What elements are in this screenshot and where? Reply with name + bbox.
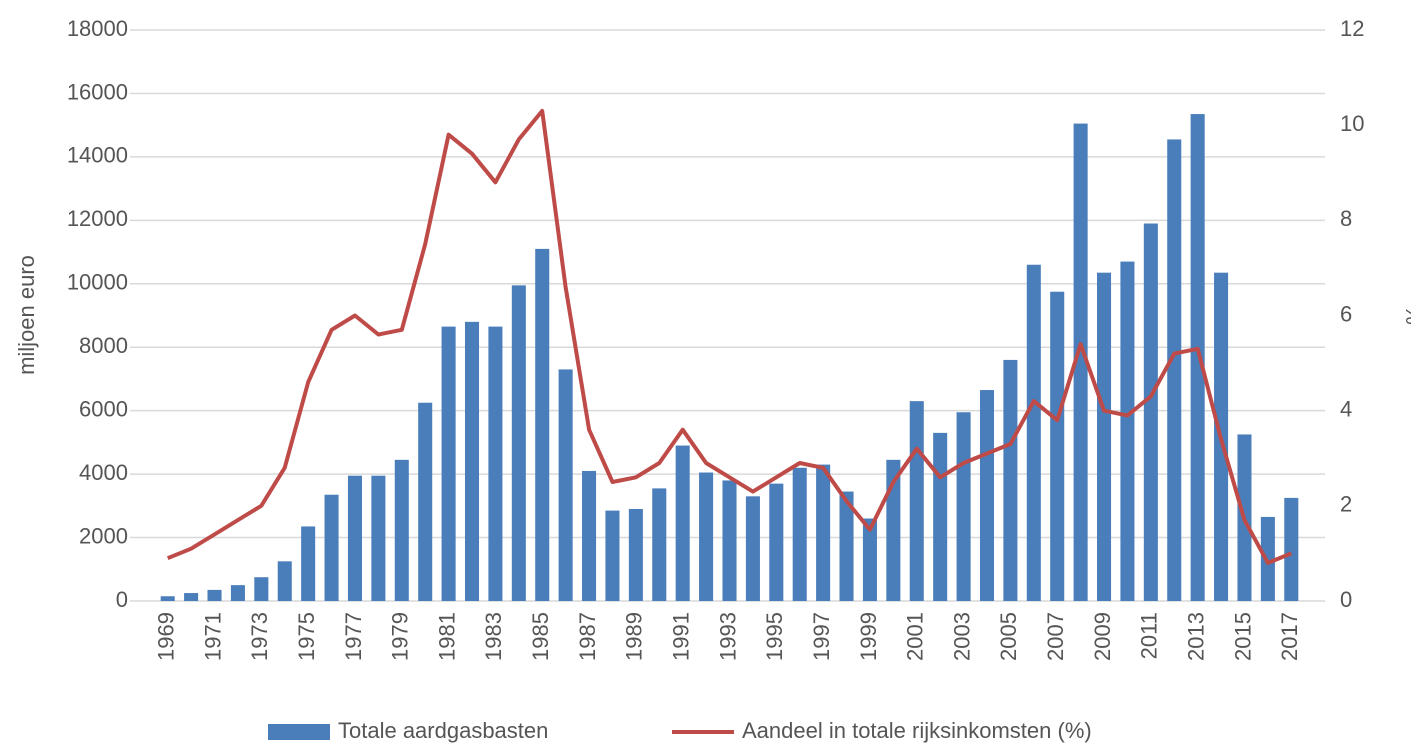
bar (207, 589, 222, 601)
bar (160, 596, 175, 601)
x-tick-label: 2007 (1043, 612, 1068, 661)
bar (769, 483, 784, 601)
bar (816, 464, 831, 601)
bar (301, 526, 316, 601)
bar (394, 459, 409, 601)
bar (862, 518, 877, 601)
y-tick-label: 14000 (67, 143, 128, 168)
bar (488, 326, 503, 601)
x-tick-label: 1975 (294, 612, 319, 661)
y-tick-label: 12000 (67, 206, 128, 231)
x-tick-label: 1993 (715, 612, 740, 661)
bar (582, 470, 597, 601)
x-tick-label: 2005 (996, 612, 1021, 661)
bar (535, 248, 550, 601)
bar (1143, 223, 1158, 601)
y-tick-label: 8000 (79, 333, 128, 358)
bar (1003, 359, 1018, 601)
y-tick-label: 2000 (79, 523, 128, 548)
legend-label: Aandeel in totale rijksinkomsten (%) (742, 718, 1092, 743)
bar (1190, 114, 1205, 601)
bar (839, 491, 854, 601)
bar (184, 593, 199, 601)
x-tick-label: 1979 (388, 612, 413, 661)
x-tick-label: 2011 (1137, 612, 1162, 659)
y-tick-label: 6000 (79, 396, 128, 421)
bar (886, 459, 901, 601)
y-tick-label: 4000 (79, 460, 128, 485)
x-tick-label: 1969 (154, 612, 179, 661)
bar (628, 509, 643, 601)
x-tick-label: 1983 (481, 612, 506, 661)
bar (441, 326, 456, 601)
y2-axis-label: % (1401, 305, 1411, 325)
bar (675, 445, 690, 601)
bar (371, 475, 386, 601)
legend-label: Totale aardgasbasten (338, 718, 548, 743)
x-tick-label: 2001 (903, 612, 928, 661)
bar (1073, 123, 1088, 601)
x-tick-label: 2015 (1230, 612, 1255, 661)
x-tick-label: 1981 (434, 612, 459, 661)
bar (1050, 291, 1065, 601)
bar (277, 561, 292, 601)
x-tick-label: 1985 (528, 612, 553, 661)
bar (1026, 264, 1041, 601)
x-tick-label: 1999 (856, 612, 881, 661)
bar (792, 467, 807, 601)
bar (956, 412, 971, 601)
x-tick-label: 1991 (668, 612, 693, 661)
bar (464, 321, 480, 601)
x-tick-label: 2003 (949, 612, 974, 661)
y-tick-label: 0 (116, 587, 128, 612)
bar (605, 510, 620, 601)
x-tick-label: 1971 (200, 612, 225, 661)
y2-tick-label: 6 (1340, 301, 1352, 326)
bar (324, 494, 339, 601)
bar (511, 285, 526, 601)
bar (979, 390, 995, 601)
bar (1284, 497, 1299, 601)
y2-tick-label: 4 (1340, 396, 1352, 421)
bar (909, 401, 924, 601)
bar (652, 488, 667, 601)
bar (722, 480, 737, 601)
x-tick-label: 1997 (809, 612, 834, 661)
bar (933, 432, 948, 601)
bar (699, 472, 714, 601)
bar (558, 369, 573, 601)
bar (418, 402, 433, 601)
y-tick-label: 10000 (67, 270, 128, 295)
bar (1097, 272, 1112, 601)
y-tick-label: 18000 (67, 16, 128, 41)
line-series (166, 108, 1293, 565)
y2-tick-label: 12 (1340, 16, 1364, 41)
x-tick-label: 1989 (622, 612, 647, 661)
bar (1167, 139, 1182, 602)
y2-tick-label: 8 (1340, 206, 1352, 231)
x-tick-label: 2013 (1183, 612, 1208, 661)
y2-tick-label: 0 (1340, 587, 1352, 612)
x-tick-label: 1977 (341, 612, 366, 661)
y2-tick-label: 2 (1340, 492, 1352, 517)
legend-swatch (268, 724, 330, 740)
x-tick-label: 1995 (762, 612, 787, 661)
y-tick-label: 16000 (67, 79, 128, 104)
bar (745, 496, 760, 601)
bar (230, 585, 245, 601)
x-tick-label: 1973 (247, 612, 272, 661)
y-axis-label: miljoen euro (14, 255, 39, 375)
x-tick-label: 2017 (1277, 612, 1302, 661)
bar (254, 577, 269, 601)
y2-tick-label: 10 (1340, 111, 1364, 136)
x-tick-label: 2009 (1090, 612, 1115, 661)
bar (347, 475, 362, 601)
bar (1120, 261, 1135, 601)
x-tick-label: 1987 (575, 612, 600, 661)
